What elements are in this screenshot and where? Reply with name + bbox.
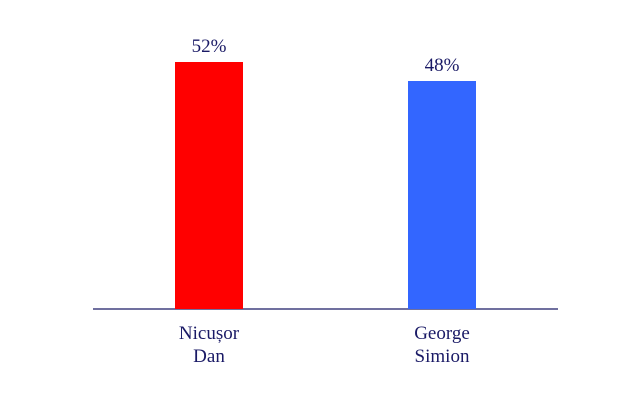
category-label-2-line-2: Simion	[415, 346, 470, 367]
category-label-1-line-2: Dan	[193, 346, 225, 367]
bar-2	[408, 81, 476, 309]
data-label-2: 48%	[425, 55, 460, 76]
data-labels-group: 52% 48%	[192, 36, 460, 76]
category-label-2-line-1: George	[414, 323, 470, 344]
bars-group	[175, 62, 476, 309]
data-label-1: 52%	[192, 36, 227, 57]
category-label-1-line-1: Nicușor	[179, 323, 240, 344]
bar-1	[175, 62, 243, 309]
